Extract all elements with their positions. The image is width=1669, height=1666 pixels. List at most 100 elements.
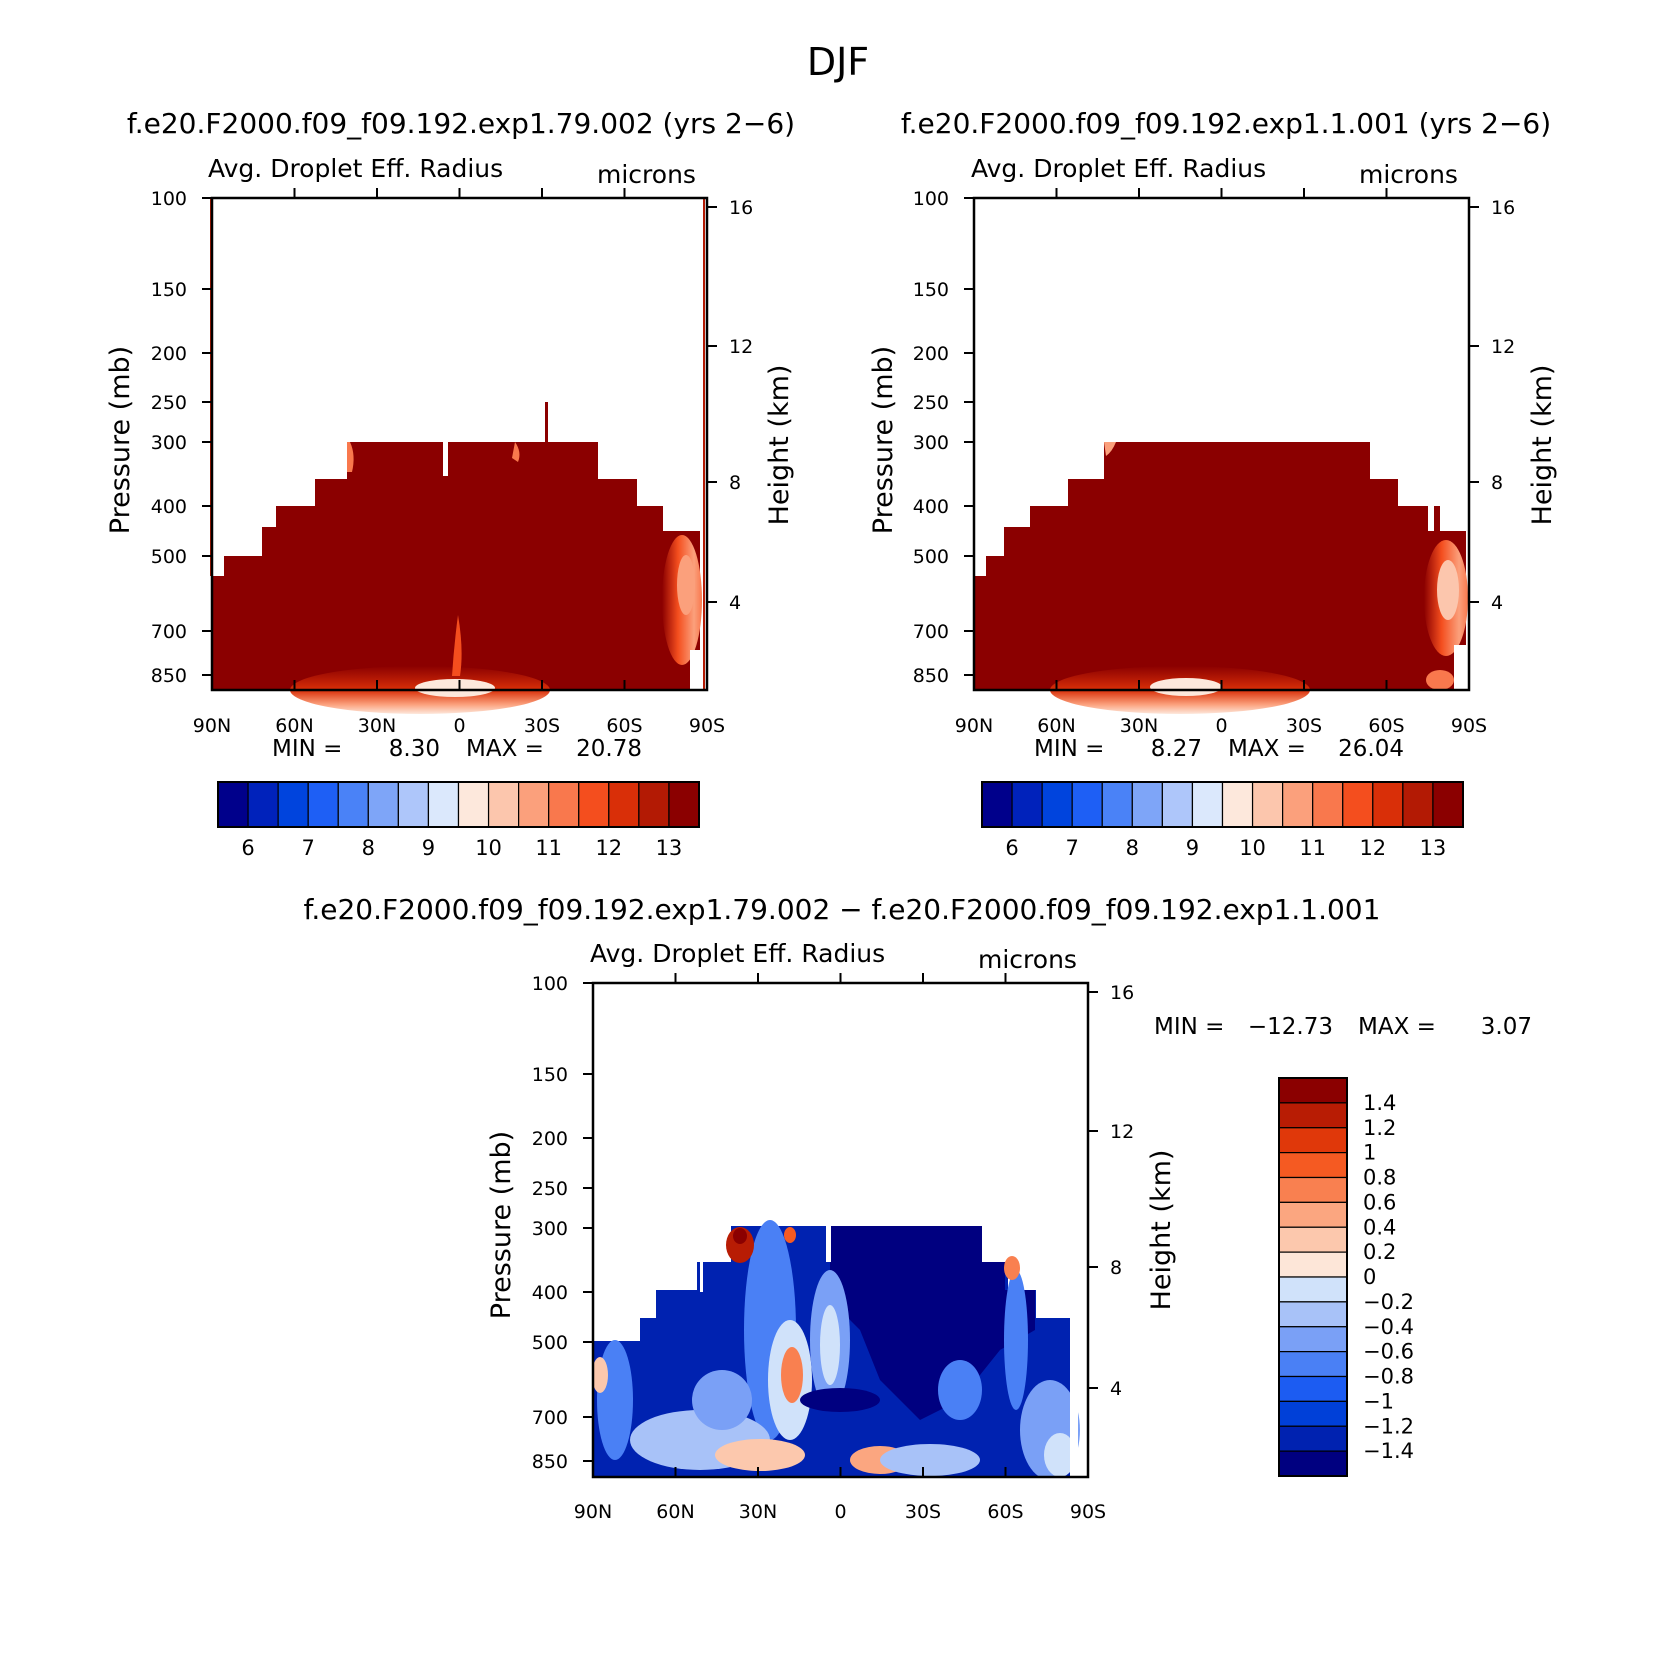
panel-2-field-right-gap — [1454, 645, 1466, 690]
colorbar-swatch — [608, 781, 640, 828]
y-tick-label: 700 — [913, 621, 949, 643]
colorbar-swatch — [668, 781, 700, 828]
panel-3-field-blob — [820, 1305, 840, 1385]
panel-1-field-spike — [545, 402, 548, 442]
colorbar-label: 10 — [1239, 836, 1266, 860]
min-value: 8.27 — [1151, 736, 1202, 762]
colorbar-swatch — [247, 781, 279, 828]
colorbar-label: 11 — [1299, 836, 1326, 860]
colorbar-swatch — [427, 781, 460, 828]
panel-3-minmax: MIN = −12.73 MAX = 3.07 — [1154, 1014, 1532, 1040]
y-tick-label-right: 8 — [1491, 472, 1503, 494]
x-tick-label: 60S — [987, 1501, 1023, 1523]
colorbar-label: 1.4 — [1363, 1091, 1396, 1115]
colorbar-swatch — [1161, 781, 1194, 828]
panel-2-y-axis-right: 16 12 8 4 Height (km) — [1469, 197, 1558, 614]
colorbar-label: −1.2 — [1363, 1414, 1414, 1438]
colorbar-label: −1 — [1363, 1389, 1394, 1413]
colorbar-swatch — [1278, 1450, 1348, 1477]
colorbar-swatch — [1278, 1226, 1348, 1253]
colorbar-frame — [1278, 1077, 1348, 1477]
panel-2-field-side-core — [1437, 560, 1459, 620]
colorbar-label: −0.8 — [1363, 1365, 1414, 1389]
max-value: 20.78 — [576, 736, 642, 762]
colorbar-swatch — [1131, 781, 1163, 828]
y-tick-label: 400 — [151, 496, 187, 518]
y-tick-label-right: 4 — [1110, 1378, 1122, 1400]
y-tick-label-right: 16 — [729, 197, 753, 219]
min-value: 8.30 — [389, 736, 440, 762]
y-tick-label: 100 — [913, 188, 949, 210]
panel-1-x-axis: 90N 60N 30N 0 30S 60S 90S — [193, 188, 725, 737]
x-tick-label: 60N — [1037, 715, 1075, 737]
x-tick-label: 60N — [275, 715, 313, 737]
panel-1-field-patch-2 — [512, 442, 520, 462]
colorbar-swatch — [397, 781, 430, 828]
y-tick-label: 250 — [913, 392, 949, 414]
panel-1-field-bottom-core — [415, 679, 495, 697]
panel-1-y-axis-right: 16 12 8 4 Height (km) — [707, 197, 795, 614]
colorbar-swatch — [1278, 1351, 1348, 1378]
y-tick-label-right: 8 — [1110, 1257, 1122, 1279]
y-tick-label-right: 8 — [729, 472, 741, 494]
panel-3-field-blob — [715, 1439, 805, 1471]
colorbar-label: 0 — [1363, 1265, 1376, 1289]
y-tick-label-right: 4 — [729, 592, 741, 614]
colorbar-swatch — [1278, 1400, 1348, 1427]
y-tick-label-right: 12 — [1491, 336, 1515, 358]
y-tick-label: 500 — [913, 546, 949, 568]
colorbar-label: −0.4 — [1363, 1315, 1414, 1339]
y-tick-label-right: 16 — [1110, 982, 1134, 1004]
panel-1-field-edge-right — [703, 198, 705, 690]
panel-1-units: microns — [597, 160, 696, 189]
colorbar-label: 0.4 — [1363, 1215, 1396, 1239]
colorbar-label: −1.4 — [1363, 1439, 1414, 1463]
panel-2-field-lowright — [1426, 670, 1454, 690]
panel-1-y-axis: 100 150 200 250 300 400 500 700 850 Pres… — [105, 188, 212, 687]
colorbar-swatch — [1278, 1326, 1348, 1353]
panel-3-units: microns — [978, 945, 1077, 974]
y-tick-label: 700 — [532, 1407, 568, 1429]
max-label: MAX = — [1358, 1014, 1436, 1040]
panel-3-field — [593, 1220, 1080, 1477]
y-tick-label: 700 — [151, 621, 187, 643]
panel-3-field-top-dark — [830, 1226, 1035, 1420]
panel-2-units: microns — [1359, 160, 1458, 189]
y-tick-label: 150 — [532, 1064, 568, 1086]
panel-3-title: f.e20.F2000.f09_f09.192.exp1.79.002 − f.… — [304, 893, 1381, 926]
colorbar-label: 7 — [302, 836, 315, 860]
colorbar-swatch — [1278, 1102, 1348, 1129]
panel-3-field-blob — [1044, 1433, 1076, 1477]
max-value: 3.07 — [1481, 1014, 1532, 1040]
y-tick-label: 250 — [151, 392, 187, 414]
panel-2-minmax: MIN = 8.27 MAX = 26.04 — [1034, 736, 1404, 762]
y-axis-label: Pressure (mb) — [486, 1131, 517, 1319]
x-tick-label: 90S — [689, 715, 725, 737]
panel-2-field-notch — [1434, 506, 1440, 531]
panel-3-field-blob — [1004, 1256, 1020, 1280]
colorbar-swatch — [487, 781, 520, 828]
y-tick-label: 300 — [532, 1218, 568, 1240]
y-tick-label: 500 — [532, 1332, 568, 1354]
colorbar-swatch — [1402, 781, 1434, 828]
colorbar-swatch — [1278, 1251, 1348, 1278]
colorbar-swatch — [1101, 781, 1133, 828]
x-tick-label: 60S — [606, 715, 642, 737]
panel-3-field-blob — [692, 1370, 752, 1430]
max-value: 26.04 — [1338, 736, 1404, 762]
panel-3-field-blob — [733, 1228, 747, 1244]
colorbar-swatch — [1071, 781, 1103, 828]
x-tick-label: 90S — [1070, 1501, 1106, 1523]
panel-1-minmax: MIN = 8.30 MAX = 20.78 — [272, 736, 642, 762]
panel-2-x-axis: 90N 60N 30N 0 30S 60S 90S — [955, 188, 1487, 737]
x-tick-label: 90S — [1451, 715, 1487, 737]
x-tick-label: 30N — [739, 1501, 777, 1523]
y-tick-label: 200 — [913, 343, 949, 365]
colorbar-swatch — [1221, 781, 1254, 828]
x-tick-label: 30N — [358, 715, 396, 737]
y-axis-label: Pressure (mb) — [105, 346, 136, 534]
panel-3-x-axis: 90N 60N 30N 0 30S 60S 90S — [574, 973, 1106, 1523]
colorbar-swatch — [1282, 781, 1314, 828]
y-tick-label: 400 — [913, 496, 949, 518]
colorbar-frame — [217, 781, 700, 828]
